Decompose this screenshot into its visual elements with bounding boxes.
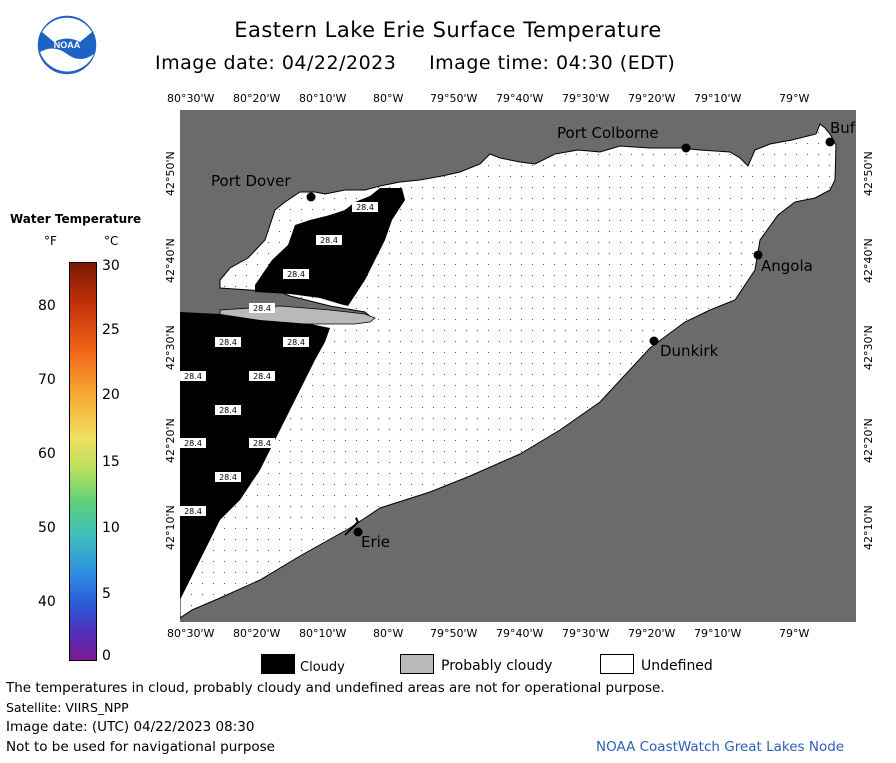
satellite-info: Satellite: VIIRS_NPP — [6, 700, 129, 715]
lon-tick: 80°20'W — [233, 92, 281, 105]
temp-value: 28.4 — [184, 507, 202, 516]
temp-value: 28.4 — [184, 439, 202, 448]
temp-value: 28.4 — [184, 372, 202, 381]
temp-value: 28.4 — [287, 270, 305, 279]
temp-value: 28.4 — [253, 304, 271, 313]
place-label: Buf — [830, 119, 856, 137]
temperature-colorbar — [69, 262, 97, 661]
lon-tick: 79°50'W — [430, 92, 478, 105]
lon-tick: 80°10'W — [299, 92, 347, 105]
lat-tick: 42°10'N — [164, 505, 177, 550]
image-date-time: Image date: 04/22/2023 Image time: 04:30… — [155, 52, 675, 74]
temp-value: 28.4 — [320, 236, 338, 245]
probably-cloudy-swatch — [400, 654, 434, 674]
place-label: Angola — [761, 257, 813, 275]
unit-fahrenheit: °F — [44, 234, 57, 248]
temp-value: 28.4 — [253, 439, 271, 448]
image-date: 04/22/2023 — [281, 52, 397, 74]
lon-tick: 79°W — [779, 627, 810, 640]
f-tick: 60 — [38, 446, 56, 462]
lat-tick: 42°40'N — [164, 238, 177, 283]
lon-tick: 79°20'W — [628, 627, 676, 640]
f-tick: 40 — [38, 594, 56, 610]
c-tick: 0 — [102, 648, 111, 664]
dunkirk-marker — [649, 336, 659, 346]
navigation-disclaimer: Not to be used for navigational purpose — [6, 739, 275, 755]
lat-tick: 42°20'N — [164, 418, 177, 463]
probably-cloudy-label: Probably cloudy — [441, 658, 553, 674]
credit-link[interactable]: NOAA CoastWatch Great Lakes Node — [596, 739, 845, 755]
lon-tick: 80°W — [373, 92, 404, 105]
lat-tick: 42°40'N — [862, 238, 875, 283]
lon-tick: 80°10'W — [299, 627, 347, 640]
angola-marker — [753, 250, 763, 260]
c-tick: 15 — [102, 454, 120, 470]
noaa-logo: NOAA — [36, 14, 98, 76]
page-title: Eastern Lake Erie Surface Temperature — [234, 18, 662, 42]
lon-tick: 80°30'W — [167, 92, 215, 105]
unit-celsius: °C — [104, 234, 119, 248]
lon-tick: 79°30'W — [562, 627, 610, 640]
lon-tick: 80°30'W — [167, 627, 215, 640]
c-tick: 20 — [102, 387, 120, 403]
lon-tick: 79°W — [779, 92, 810, 105]
lat-tick: 42°50'N — [862, 151, 875, 196]
buffalo-marker — [825, 137, 835, 147]
date-label: Image date: — [155, 52, 276, 74]
lat-tick: 42°10'N — [862, 505, 875, 550]
port-dover-marker — [306, 192, 316, 202]
c-tick: 30 — [102, 258, 120, 274]
undefined-label: Undefined — [641, 658, 713, 674]
temp-value: 28.4 — [219, 406, 237, 415]
temp-value: 28.4 — [287, 338, 305, 347]
cloud-area-west — [180, 312, 330, 600]
f-tick: 80 — [38, 298, 56, 314]
cloudy-label: Cloudy — [300, 660, 345, 675]
port-colborne-marker — [681, 143, 691, 153]
lon-tick: 79°50'W — [430, 627, 478, 640]
place-label: Erie — [361, 533, 390, 551]
svg-text:NOAA: NOAA — [54, 40, 81, 50]
lon-tick: 80°20'W — [233, 627, 281, 640]
f-tick: 50 — [38, 520, 56, 536]
erie-marker — [353, 527, 363, 537]
disclaimer-note: The temperatures in cloud, probably clou… — [6, 680, 665, 696]
lon-tick: 79°40'W — [496, 627, 544, 640]
presque-isle — [344, 517, 360, 536]
f-tick: 70 — [38, 372, 56, 388]
lake-map: 28.4 28.4 28.4 28.4 28.4 28.4 28.4 28.4 … — [179, 110, 856, 622]
temp-value: 28.4 — [219, 338, 237, 347]
undefined-swatch — [600, 654, 634, 674]
lat-tick: 42°20'N — [862, 418, 875, 463]
lon-tick: 79°10'W — [694, 627, 742, 640]
image-time: 04:30 (EDT) — [555, 52, 676, 74]
temp-value: 28.4 — [253, 372, 271, 381]
c-tick: 25 — [102, 322, 120, 338]
lon-tick: 80°W — [373, 627, 404, 640]
place-label: Port Colborne — [557, 124, 659, 142]
lat-tick: 42°30'N — [164, 325, 177, 370]
c-tick: 10 — [102, 520, 120, 536]
cloudy-swatch — [261, 654, 295, 674]
place-label: Port Dover — [211, 172, 291, 190]
lat-tick: 42°50'N — [164, 151, 177, 196]
utc-date: Image date: (UTC) 04/22/2023 08:30 — [6, 719, 255, 735]
lon-tick: 79°10'W — [694, 92, 742, 105]
time-label: Image time: — [429, 52, 550, 74]
legend-title: Water Temperature — [10, 212, 142, 226]
temp-value: 28.4 — [356, 203, 374, 212]
lat-tick: 42°30'N — [862, 325, 875, 370]
temp-value: 28.4 — [219, 473, 237, 482]
c-tick: 5 — [102, 586, 111, 602]
lon-tick: 79°30'W — [562, 92, 610, 105]
place-label: Dunkirk — [660, 342, 719, 360]
lon-tick: 79°20'W — [628, 92, 676, 105]
lon-tick: 79°40'W — [496, 92, 544, 105]
